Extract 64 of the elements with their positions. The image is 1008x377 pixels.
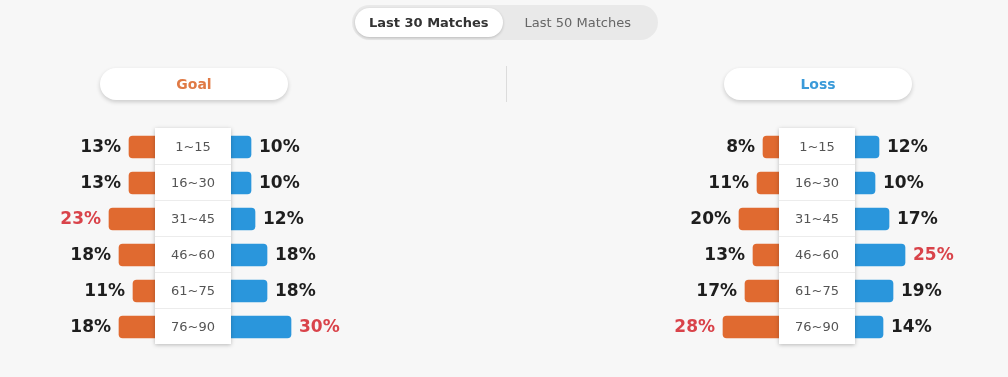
data-label: 25% (913, 244, 954, 265)
bar (855, 207, 890, 231)
y-tick-label: 31~45 (779, 200, 855, 236)
y-tick-label: 61~75 (155, 272, 231, 308)
data-label: 13% (80, 172, 121, 193)
bar (118, 315, 155, 339)
data-label: 18% (70, 316, 111, 337)
data-label: 12% (887, 136, 928, 157)
data-label: 13% (704, 244, 745, 265)
data-label: 11% (708, 172, 749, 193)
y-tick-label: 16~30 (155, 164, 231, 200)
bar (128, 135, 155, 159)
data-label: 8% (726, 136, 755, 157)
bar (231, 315, 292, 339)
data-label: 13% (80, 136, 121, 157)
data-label: 10% (883, 172, 924, 193)
bar (855, 243, 906, 267)
data-label: 12% (263, 208, 304, 229)
data-label: 18% (275, 244, 316, 265)
bar (722, 315, 779, 339)
data-label: 30% (299, 316, 340, 337)
text: Last 30 Matches (355, 8, 503, 37)
bar (855, 171, 876, 195)
bar (855, 135, 880, 159)
data-label: 17% (897, 208, 938, 229)
text: Loss (800, 76, 836, 92)
data-label: 28% (674, 316, 715, 337)
data-label: 19% (901, 280, 942, 301)
data-label: 17% (696, 280, 737, 301)
bar (738, 207, 779, 231)
bar (231, 279, 268, 303)
bar (132, 279, 155, 303)
y-tick-label: 46~60 (155, 236, 231, 272)
y-tick-label: 1~15 (798, 138, 836, 156)
y-tick-label: 46~60 (779, 236, 855, 272)
y-tick-label: 16~30 (779, 164, 855, 200)
data-label: 18% (70, 244, 111, 265)
y-tick-label: 76~90 (779, 308, 855, 344)
bar (855, 279, 894, 303)
bar (752, 243, 779, 267)
y-tick-label: 31~45 (155, 200, 231, 236)
data-label: 10% (259, 136, 300, 157)
data-label: 10% (259, 172, 300, 193)
data-label: 18% (275, 280, 316, 301)
bar (756, 171, 779, 195)
bar (762, 135, 779, 159)
bar (108, 207, 155, 231)
bar (231, 207, 256, 231)
data-label: 14% (891, 316, 932, 337)
y-tick-label: 76~90 (155, 308, 231, 344)
bar (231, 243, 268, 267)
bar (231, 135, 252, 159)
data-label: 11% (84, 280, 125, 301)
text: Goal (176, 76, 212, 92)
data-label: 20% (690, 208, 731, 229)
y-tick-label: 1~15 (174, 138, 212, 156)
text: Last 50 Matches (523, 14, 632, 32)
bar (855, 315, 884, 339)
data-label: 23% (60, 208, 101, 229)
y-tick-label: 61~75 (779, 272, 855, 308)
bar (744, 279, 779, 303)
bar (231, 171, 252, 195)
bar (118, 243, 155, 267)
bar (128, 171, 155, 195)
